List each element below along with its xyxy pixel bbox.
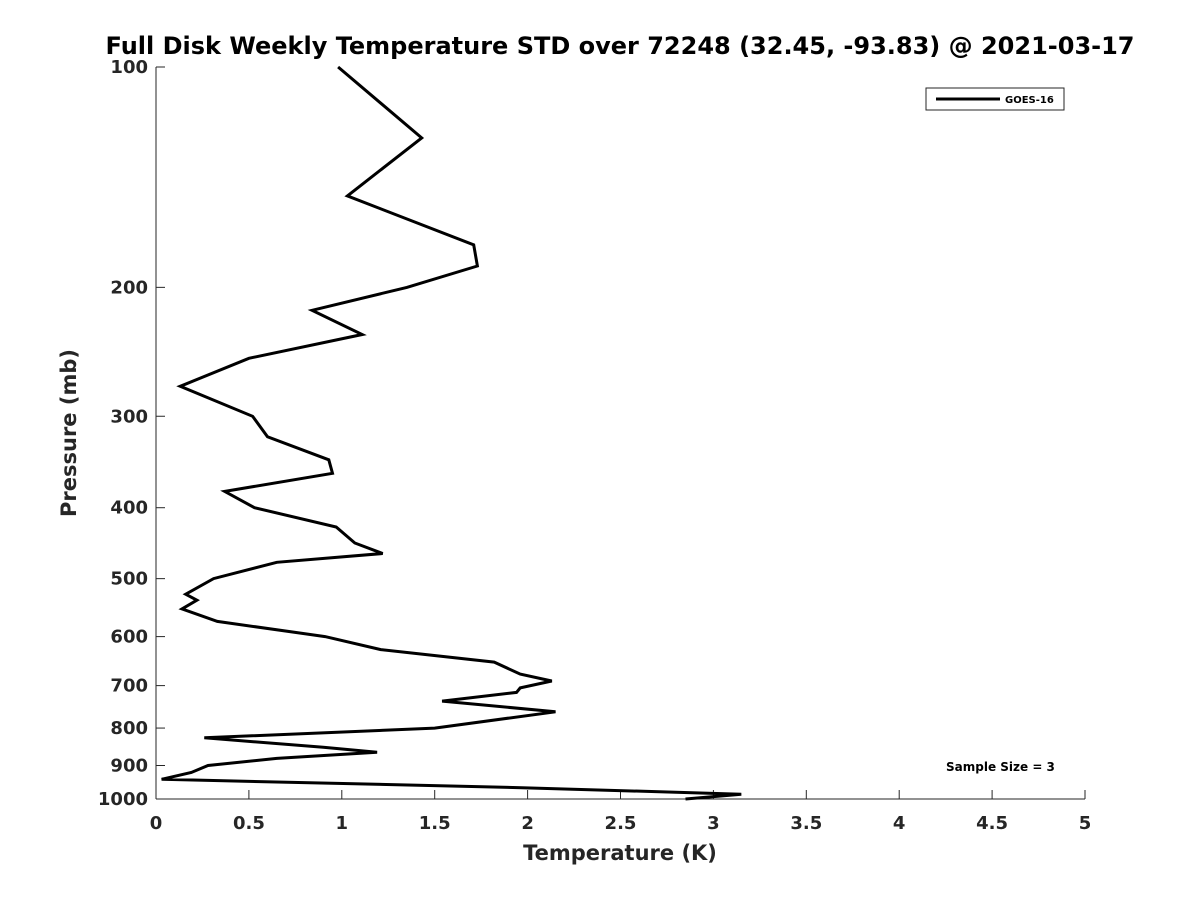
x-tick-label: 2.5 bbox=[605, 813, 637, 834]
x-tick-label: 1.5 bbox=[419, 813, 451, 834]
x-tick-label: 2 bbox=[521, 813, 534, 834]
y-tick-label: 600 bbox=[110, 627, 148, 648]
y-tick-label: 800 bbox=[110, 718, 148, 739]
y-tick-label: 100 bbox=[110, 57, 148, 78]
y-tick-label: 300 bbox=[110, 406, 148, 427]
y-axis-label: Pressure (mb) bbox=[57, 349, 81, 517]
x-tick-label: 0.5 bbox=[233, 813, 265, 834]
x-tick-label: 3.5 bbox=[790, 813, 822, 834]
y-ticks: 100 200 300 400 500 600 700 800 900 1000 bbox=[98, 57, 165, 810]
y-tick-label: 400 bbox=[110, 498, 148, 519]
x-axis-label: Temperature (K) bbox=[523, 841, 717, 865]
chart-title: Full Disk Weekly Temperature STD over 72… bbox=[106, 32, 1135, 60]
y-tick-label: 1000 bbox=[98, 789, 148, 810]
series-line-goes-16 bbox=[161, 65, 742, 801]
sample-size-annotation: Sample Size = 3 bbox=[946, 760, 1055, 774]
x-tick-label: 1 bbox=[336, 813, 349, 834]
y-tick-label: 700 bbox=[110, 676, 148, 697]
y-tick-label: 500 bbox=[110, 569, 148, 590]
x-tick-label: 4 bbox=[893, 813, 906, 834]
y-tick-label: 200 bbox=[110, 277, 148, 298]
legend-label: GOES-16 bbox=[1005, 95, 1054, 106]
plot-area bbox=[156, 67, 1085, 799]
x-ticks: 0 0.5 1 1.5 2 2.5 3 3.5 4 4.5 5 bbox=[150, 790, 1092, 834]
x-tick-label: 3 bbox=[707, 813, 720, 834]
legend: GOES-16 bbox=[925, 87, 1065, 111]
y-tick-label: 900 bbox=[110, 756, 148, 777]
x-tick-label: 4.5 bbox=[976, 813, 1008, 834]
x-tick-label: 5 bbox=[1079, 813, 1092, 834]
x-tick-label: 0 bbox=[150, 813, 163, 834]
